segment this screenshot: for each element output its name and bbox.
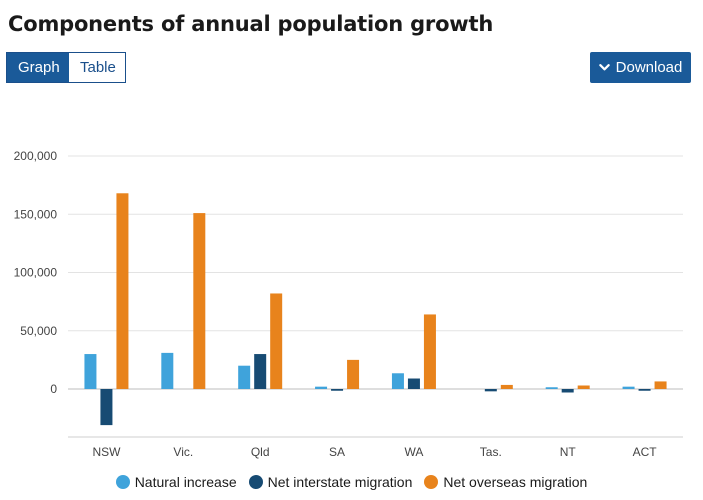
bar-interstate xyxy=(561,389,574,393)
y-tick-label: 50,000 xyxy=(20,324,57,338)
legend-item-net-interstate-migration[interactable]: Net interstate migration xyxy=(248,474,413,490)
download-button[interactable]: Download xyxy=(590,52,691,83)
y-tick-label: 0 xyxy=(50,382,57,396)
bar-natural xyxy=(238,365,251,389)
legend-swatch-natural-increase xyxy=(115,475,130,489)
x-tick-label: Tas. xyxy=(480,445,502,459)
bar-overseas xyxy=(347,359,360,389)
graph-tab[interactable]: Graph xyxy=(7,53,69,82)
bar-overseas xyxy=(193,213,206,389)
legend-item-natural-increase[interactable]: Natural increase xyxy=(115,474,237,490)
x-tick-label: NT xyxy=(560,445,577,459)
legend-item-net-overseas-migration[interactable]: Net overseas migration xyxy=(424,474,587,490)
y-tick-label: 100,000 xyxy=(14,266,58,280)
legend-label-natural-increase: Natural increase xyxy=(134,474,237,490)
chart-title: Components of annual population growth xyxy=(8,12,494,36)
bar-chart: 0 50,000 100,000 150,000 200,000 NSW Vic. Qld SA… xyxy=(14,149,683,459)
view-toggle: Graph Table xyxy=(6,52,126,83)
table-tab[interactable]: Table xyxy=(69,53,125,82)
bar-interstate xyxy=(100,389,113,426)
bar-interstate xyxy=(484,389,497,392)
bar-overseas xyxy=(577,385,590,389)
bar-interstate xyxy=(254,354,267,389)
x-tick-label: SA xyxy=(329,445,345,459)
x-tick-label: Qld xyxy=(251,445,270,459)
bar-natural xyxy=(84,354,97,389)
bar-natural xyxy=(161,352,174,389)
legend-swatch-net-interstate-migration xyxy=(248,475,263,489)
x-tick-label: NSW xyxy=(92,445,121,459)
legend-label-net-interstate-migration: Net interstate migration xyxy=(267,474,413,490)
bar-natural xyxy=(315,386,328,389)
download-label: Download xyxy=(615,59,683,76)
legend-label-net-overseas-migration: Net overseas migration xyxy=(443,474,588,490)
bar-natural xyxy=(545,387,558,389)
x-tick-label: ACT xyxy=(633,445,658,459)
bar-overseas xyxy=(423,314,436,389)
chevron-down-icon xyxy=(598,64,610,71)
chart-legend: Natural increase Net interstate migratio… xyxy=(0,474,703,490)
bar-natural xyxy=(622,386,635,389)
bar-natural xyxy=(391,373,404,389)
bar-overseas xyxy=(500,384,513,389)
bar-interstate xyxy=(331,389,344,391)
bar-overseas xyxy=(116,193,129,389)
y-tick-label: 150,000 xyxy=(14,207,58,221)
bar-overseas xyxy=(270,293,283,389)
bar-interstate xyxy=(638,389,651,391)
bar-overseas xyxy=(654,381,667,389)
bar-interstate xyxy=(407,378,420,389)
legend-swatch-net-overseas-migration xyxy=(424,475,439,489)
x-tick-label: WA xyxy=(404,445,423,459)
y-tick-label: 200,000 xyxy=(14,149,58,163)
x-tick-label: Vic. xyxy=(173,445,193,459)
